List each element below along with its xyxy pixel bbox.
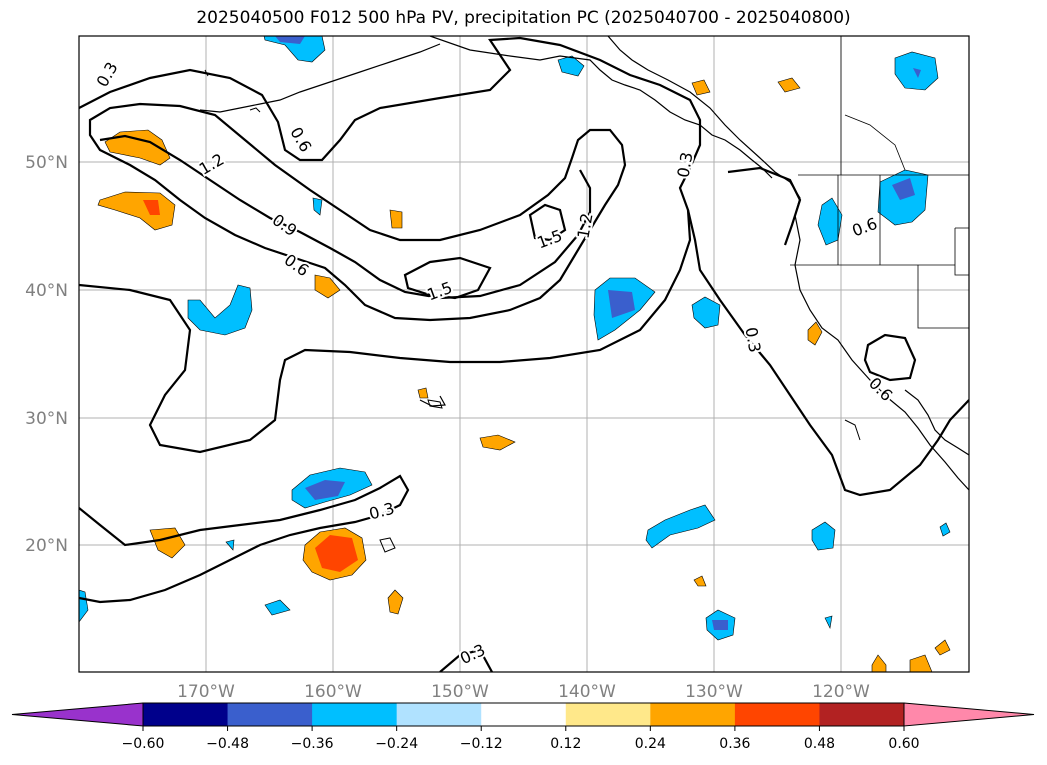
- pv-contour-label: 0.3: [741, 326, 764, 354]
- lon-label: 150°W: [431, 682, 489, 702]
- colorbar-tick-label: 0.12: [550, 736, 581, 752]
- colorbar-segment: [565, 703, 651, 726]
- colorbar-extend-low: [11, 702, 144, 727]
- lon-label: 130°W: [685, 682, 743, 702]
- islands: [199, 69, 861, 553]
- lat-label: 20°N: [25, 536, 68, 556]
- lon-label: 140°W: [558, 682, 616, 702]
- colorbar-tick-label: −0.48: [206, 736, 249, 752]
- colorbar-segment: [650, 703, 736, 726]
- colorbar-extend-high: [903, 702, 1035, 727]
- lon-label: 160°W: [304, 682, 362, 702]
- graticule: [79, 36, 969, 672]
- colorbar-segment: [396, 703, 482, 726]
- colorbar-tick-label: 0.24: [635, 736, 666, 752]
- colorbar-outline: [142, 702, 905, 727]
- lat-label: 50°N: [25, 153, 68, 173]
- colorbar-segment: [481, 703, 567, 726]
- pv-contours: [79, 36, 969, 672]
- lon-label: 170°W: [177, 682, 235, 702]
- precipitation-shading: [79, 36, 951, 672]
- lat-label: 40°N: [25, 281, 68, 301]
- colorbar-tick-label: −0.60: [122, 736, 165, 752]
- colorbar-segment: [819, 703, 905, 726]
- colorbar-segment: [734, 703, 820, 726]
- lon-label: 120°W: [812, 682, 870, 702]
- colorbar-tick-label: 0.48: [804, 736, 835, 752]
- longitude-axis: 170°W 160°W 150°W 140°W 130°W 120°W: [177, 682, 870, 702]
- colorbar: −0.60 −0.48 −0.36 −0.24 −0.12 0.12 0.24 0.36 0.4…: [11, 702, 1035, 752]
- colorbar-tick-label: 0.36: [719, 736, 750, 752]
- coastlines: [199, 36, 969, 491]
- colorbar-segment: [227, 703, 313, 726]
- colorbar-tick-label: −0.24: [375, 736, 418, 752]
- colorbar-tick-label: 0.60: [888, 736, 919, 752]
- latitude-axis: 50°N 40°N 30°N 20°N: [25, 153, 68, 556]
- colorbar-tick-label: −0.12: [460, 736, 503, 752]
- colorbar-segment: [143, 703, 229, 726]
- colorbar-tick-label: −0.36: [291, 736, 334, 752]
- map-title: 2025040500 F012 500 hPa PV, precipitatio…: [196, 8, 851, 28]
- map-area: [79, 36, 969, 672]
- lat-label: 30°N: [25, 409, 68, 429]
- colorbar-segment: [312, 703, 398, 726]
- map-frame: [78, 35, 970, 673]
- political-borders: [790, 36, 969, 329]
